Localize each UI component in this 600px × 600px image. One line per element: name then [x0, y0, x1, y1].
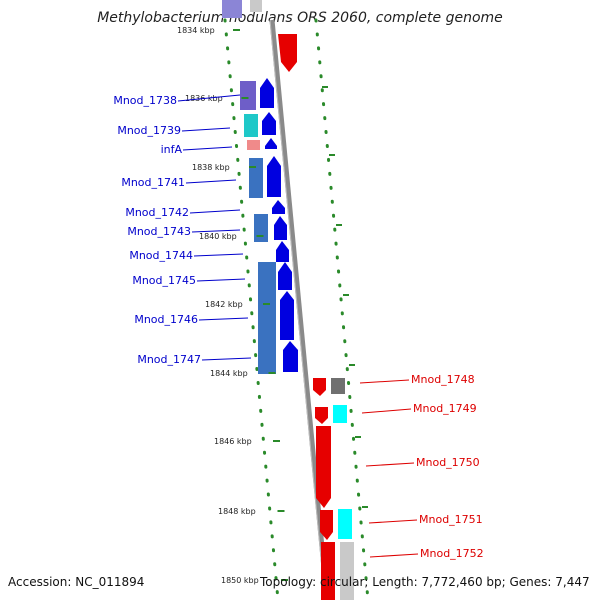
gene-mnod-1752-leader: [369, 553, 419, 558]
gene-infa-label[interactable]: infA: [161, 143, 183, 156]
gene-mnod-1739-leader: [181, 127, 231, 132]
gene-mnod-1746-leader: [198, 317, 249, 321]
gene-mnod-1746-label[interactable]: Mnod_1746: [134, 313, 198, 326]
gene-mnod-1738-label[interactable]: Mnod_1738: [113, 94, 177, 107]
gene-mnod-1750-leader: [365, 462, 415, 467]
topology-text: Topology: circular; Length: 7,772,460 bp…: [260, 575, 590, 589]
gene-mnod-1738-leader: [177, 94, 241, 102]
gene-labels-right: Mnod_1748 Mnod_1749 Mnod_1750 Mnod_1751 Mnod…: [359, 373, 484, 560]
gene-mnod-1743-leader: [191, 229, 241, 233]
gene-mnod-1749-label[interactable]: Mnod_1749: [413, 402, 477, 415]
gene-mnod-1745-leader: [196, 278, 246, 282]
gene-mnod-1750-label[interactable]: Mnod_1750: [416, 456, 480, 469]
kbp-1842-label: 1842 kbp: [205, 300, 243, 309]
genome-backbone: [269, 19, 330, 600]
gene-mnod-1743-label[interactable]: Mnod_1743: [127, 225, 191, 238]
gene-mnod-1751-label[interactable]: Mnod_1751: [419, 513, 483, 526]
kbp-1834-label: 1834 kbp: [177, 26, 215, 35]
kbp-1844-label: 1844 kbp: [210, 369, 248, 378]
dotted-track-left: [223, 18, 280, 600]
gene-blocks-right: [313, 378, 354, 600]
gene-mnod-1744-leader: [193, 253, 244, 257]
kbp-1848-label: 1848 kbp: [218, 507, 256, 516]
gene-mnod-1744-label[interactable]: Mnod_1744: [129, 249, 193, 262]
gene-blocks-left: [240, 78, 298, 374]
gene-infa-leader: [182, 146, 233, 151]
gene-mnod-1742-leader: [189, 209, 241, 214]
kbp-1840-label: 1840 kbp: [199, 232, 237, 241]
kbp-1838-label: 1838 kbp: [192, 163, 230, 172]
right-ticks: [322, 86, 368, 508]
gene-top-partial: [222, 0, 297, 72]
gene-mnod-1747-leader: [201, 357, 252, 361]
gene-mnod-1748-leader: [359, 379, 410, 384]
accession-text: Accession: NC_011894: [8, 575, 145, 589]
gene-labels-left: Mnod_1738 Mnod_1739 infA Mnod_1741 Mnod_1742…: [113, 94, 252, 366]
gene-mnod-1752-label[interactable]: Mnod_1752: [420, 547, 484, 560]
kbp-1846-label: 1846 kbp: [214, 437, 252, 446]
gene-mnod-1745-label[interactable]: Mnod_1745: [132, 274, 196, 287]
gene-mnod-1742-label[interactable]: Mnod_1742: [125, 206, 189, 219]
gene-mnod-1739-label[interactable]: Mnod_1739: [117, 124, 181, 137]
gene-mnod-1749-leader: [361, 408, 412, 414]
gene-mnod-1741-leader: [185, 179, 237, 184]
gene-mnod-1751-leader: [368, 519, 418, 524]
dotted-track-right: [314, 18, 370, 600]
gene-mnod-1748-label[interactable]: Mnod_1748: [411, 373, 475, 386]
kbp-1850-label: 1850 kbp: [221, 576, 259, 585]
map-title: Methylobacterium nodulans ORS 2060, comp…: [97, 10, 503, 26]
gene-mnod-1747-label[interactable]: Mnod_1747: [137, 353, 201, 366]
gene-mnod-1741-label[interactable]: Mnod_1741: [121, 176, 185, 189]
